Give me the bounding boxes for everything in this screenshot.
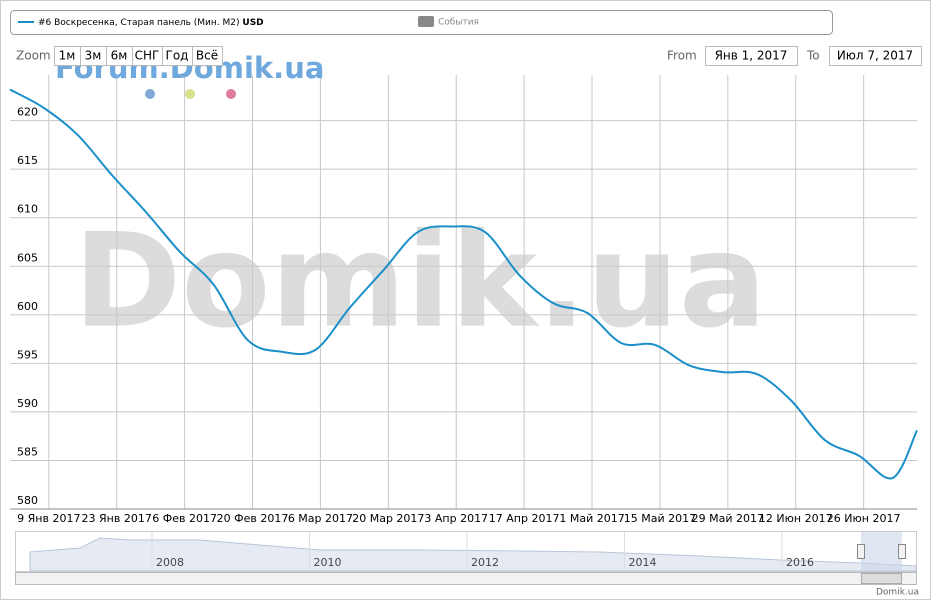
x-tick-label: 26 Июн 2017 [827, 512, 901, 525]
dot [185, 89, 195, 99]
x-tick-label: 23 Янв 2017 [82, 512, 152, 525]
zoom-button-label: 1м [59, 49, 76, 63]
y-tick-label: 615 [17, 154, 38, 167]
zoom-button-label: 6м [111, 49, 128, 63]
to-input[interactable] [829, 46, 922, 66]
watermark: Domik.ua [73, 205, 766, 357]
navigator-area [29, 537, 917, 572]
navigator-handle[interactable] [857, 544, 865, 559]
x-tick-label: 1 Май 2017 [559, 512, 624, 525]
navigator-year: 2008 [156, 556, 184, 569]
to-value: Июл 7, 2017 [837, 49, 913, 63]
zoom-button-label: 3м [85, 49, 102, 63]
to-label: To [806, 49, 820, 63]
zoom-button-label: Год [166, 49, 189, 63]
dot [226, 89, 236, 99]
x-tick-label: 17 Апр 2017 [489, 512, 560, 525]
y-tick-label: 595 [17, 348, 38, 361]
y-tick-label: 610 [17, 203, 38, 216]
plot: 580 585 590 595 600 605 610 615 620 9 Янв 2017 23 … [9, 75, 918, 525]
zoom-button[interactable] [192, 46, 223, 66]
scrollbar-thumb[interactable] [861, 573, 902, 584]
x-tick-label: 6 Фев 2017 [152, 512, 217, 525]
x-tick-label: 9 Янв 2017 [17, 512, 80, 525]
events-legend[interactable]: События [438, 18, 479, 28]
zoom-label: Zoom [16, 49, 51, 63]
y-tick-label: 590 [17, 397, 38, 410]
from-input[interactable] [705, 46, 798, 66]
scrollbar[interactable] [15, 572, 917, 585]
y-tick-label: 580 [17, 494, 38, 507]
navigator-handle[interactable] [898, 544, 906, 559]
series-line [9, 88, 918, 480]
credit: Domik.ua [876, 588, 919, 598]
x-tick-label: 20 Мар 2017 [352, 512, 424, 525]
navigator-year: 2016 [786, 556, 814, 569]
y-tick-label: 585 [17, 445, 38, 458]
zoom-buttons: 1м 3м 6м СНГ Год Всё [54, 46, 223, 66]
events-swatch [418, 16, 434, 27]
navigator-selection[interactable] [861, 532, 902, 571]
legend-currency: USD [242, 18, 263, 28]
y-tick-label: 600 [17, 300, 38, 313]
from-label: From [667, 49, 697, 63]
navigator-year: 2010 [314, 556, 342, 569]
dot [145, 89, 155, 99]
y-tick-label: 620 [17, 106, 38, 119]
navigator-year: 2014 [629, 556, 657, 569]
x-tick-label: 15 Май 2017 [624, 512, 696, 525]
x-tick-label: 12 Июн 2017 [759, 512, 833, 525]
navigator-years: 2008 2010 2012 2014 2016 [151, 532, 814, 571]
x-tick-label: 3 Апр 2017 [424, 512, 488, 525]
x-tick-label: 29 Май 2017 [692, 512, 764, 525]
legend-name: #6 Воскресенка, Старая панель (Мин. М2) [38, 18, 240, 28]
x-tick-label: 6 Мар 2017 [288, 512, 353, 525]
x-tick-label: 20 Фев 2017 [217, 512, 289, 525]
y-tick-label: 605 [17, 251, 38, 264]
navigator-year: 2012 [471, 556, 499, 569]
legend-entry[interactable]: #6 Воскресенка, Старая панель (Мин. М2) … [38, 18, 264, 28]
zoom-button-label: Всё [196, 49, 218, 63]
zoom-button-label: СНГ [135, 49, 160, 63]
from-value: Янв 1, 2017 [715, 49, 788, 63]
